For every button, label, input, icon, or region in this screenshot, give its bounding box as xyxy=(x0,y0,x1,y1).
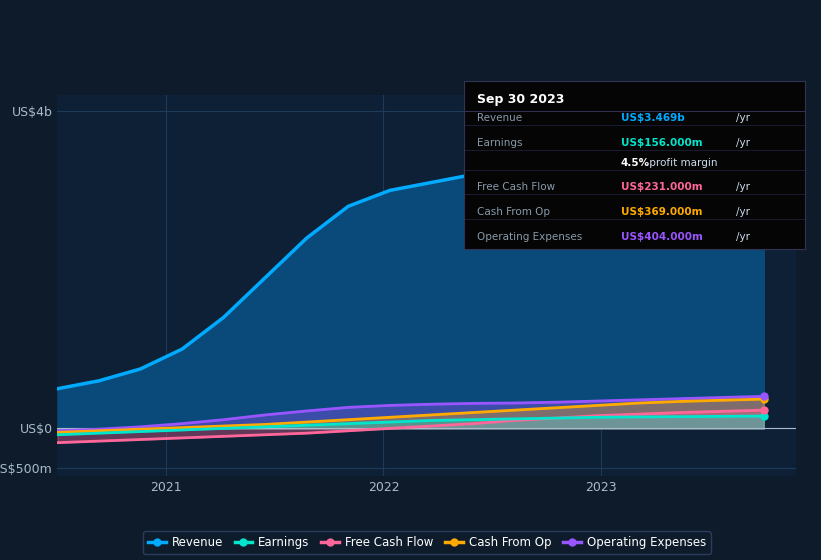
Text: US$231.000m: US$231.000m xyxy=(621,182,702,192)
Text: Operating Expenses: Operating Expenses xyxy=(478,232,583,242)
Text: 4.5%: 4.5% xyxy=(621,158,649,169)
Text: US$156.000m: US$156.000m xyxy=(621,138,702,148)
Text: Free Cash Flow: Free Cash Flow xyxy=(478,182,556,192)
Text: US$3.469b: US$3.469b xyxy=(621,113,685,123)
Legend: Revenue, Earnings, Free Cash Flow, Cash From Op, Operating Expenses: Revenue, Earnings, Free Cash Flow, Cash … xyxy=(143,531,711,554)
Text: /yr: /yr xyxy=(736,182,750,192)
Text: /yr: /yr xyxy=(736,138,750,148)
Text: Sep 30 2023: Sep 30 2023 xyxy=(478,93,565,106)
Text: /yr: /yr xyxy=(736,207,750,217)
Text: /yr: /yr xyxy=(736,113,750,123)
Text: Cash From Op: Cash From Op xyxy=(478,207,551,217)
Text: US$369.000m: US$369.000m xyxy=(621,207,702,217)
Text: US$404.000m: US$404.000m xyxy=(621,232,703,242)
Text: profit margin: profit margin xyxy=(646,158,718,169)
Text: Revenue: Revenue xyxy=(478,113,523,123)
Text: /yr: /yr xyxy=(736,232,750,242)
Text: Earnings: Earnings xyxy=(478,138,523,148)
